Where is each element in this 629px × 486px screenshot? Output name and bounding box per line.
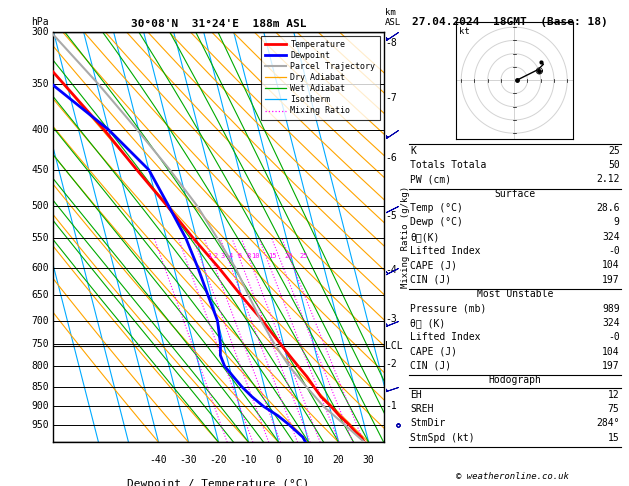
Text: -5: -5 bbox=[386, 211, 397, 221]
Text: 324: 324 bbox=[602, 232, 620, 242]
Text: 25: 25 bbox=[299, 253, 308, 260]
Text: CAPE (J): CAPE (J) bbox=[410, 260, 457, 271]
Text: -1: -1 bbox=[386, 400, 397, 411]
Text: -8: -8 bbox=[386, 38, 397, 48]
Text: Lifted Index: Lifted Index bbox=[410, 246, 481, 256]
Text: 500: 500 bbox=[31, 201, 49, 211]
Text: 850: 850 bbox=[31, 382, 49, 392]
Text: CIN (J): CIN (J) bbox=[410, 361, 451, 371]
Text: -3: -3 bbox=[386, 314, 397, 324]
Text: StmDir: StmDir bbox=[410, 418, 445, 428]
Text: 700: 700 bbox=[31, 315, 49, 326]
Text: 27.04.2024  18GMT  (Base: 18): 27.04.2024 18GMT (Base: 18) bbox=[412, 17, 608, 27]
Text: 12: 12 bbox=[608, 389, 620, 399]
Text: hPa: hPa bbox=[31, 17, 49, 28]
Text: -7: -7 bbox=[386, 93, 397, 104]
Text: 9: 9 bbox=[614, 217, 620, 227]
Text: SREH: SREH bbox=[410, 404, 433, 414]
Text: K: K bbox=[410, 146, 416, 156]
Text: Totals Totala: Totals Totala bbox=[410, 160, 486, 170]
Text: 950: 950 bbox=[31, 420, 49, 430]
Text: 324: 324 bbox=[602, 318, 620, 328]
Text: Lifted Index: Lifted Index bbox=[410, 332, 481, 342]
Text: km
ASL: km ASL bbox=[386, 8, 401, 28]
Text: 75: 75 bbox=[608, 404, 620, 414]
Text: LCL: LCL bbox=[386, 341, 403, 351]
Text: -0: -0 bbox=[608, 246, 620, 256]
Text: θᴇ (K): θᴇ (K) bbox=[410, 318, 445, 328]
Text: 800: 800 bbox=[31, 361, 49, 371]
Text: EH: EH bbox=[410, 389, 422, 399]
Text: 104: 104 bbox=[602, 260, 620, 271]
Text: PW (cm): PW (cm) bbox=[410, 174, 451, 185]
Text: 15: 15 bbox=[608, 433, 620, 443]
Text: 6: 6 bbox=[237, 253, 242, 260]
Text: -6: -6 bbox=[386, 153, 397, 163]
Text: 30: 30 bbox=[363, 454, 374, 465]
Text: 284°: 284° bbox=[596, 418, 620, 428]
Text: -2: -2 bbox=[386, 359, 397, 369]
Text: -4: -4 bbox=[386, 265, 397, 275]
Text: -20: -20 bbox=[209, 454, 228, 465]
Text: θᴇ(K): θᴇ(K) bbox=[410, 232, 440, 242]
Text: 600: 600 bbox=[31, 263, 49, 273]
Text: -40: -40 bbox=[150, 454, 167, 465]
Text: Hodograph: Hodograph bbox=[488, 375, 542, 385]
Text: Temp (°C): Temp (°C) bbox=[410, 203, 463, 213]
Text: 50: 50 bbox=[608, 160, 620, 170]
Text: 750: 750 bbox=[31, 339, 49, 349]
Text: StmSpd (kt): StmSpd (kt) bbox=[410, 433, 475, 443]
Text: 15: 15 bbox=[268, 253, 277, 260]
Text: 900: 900 bbox=[31, 401, 49, 411]
Text: 4: 4 bbox=[228, 253, 233, 260]
Text: 104: 104 bbox=[602, 347, 620, 357]
Text: 20: 20 bbox=[284, 253, 293, 260]
Text: 450: 450 bbox=[31, 165, 49, 175]
Text: Most Unstable: Most Unstable bbox=[477, 289, 553, 299]
Text: 10: 10 bbox=[303, 454, 314, 465]
Text: 2.12: 2.12 bbox=[596, 174, 620, 185]
Text: -0: -0 bbox=[608, 332, 620, 342]
Text: 28.6: 28.6 bbox=[596, 203, 620, 213]
Text: 989: 989 bbox=[602, 303, 620, 313]
Text: CAPE (J): CAPE (J) bbox=[410, 347, 457, 357]
Text: 400: 400 bbox=[31, 125, 49, 135]
Text: 300: 300 bbox=[31, 27, 49, 36]
Legend: Temperature, Dewpoint, Parcel Trajectory, Dry Adiabat, Wet Adiabat, Isotherm, Mi: Temperature, Dewpoint, Parcel Trajectory… bbox=[261, 36, 379, 120]
Text: CIN (J): CIN (J) bbox=[410, 275, 451, 285]
Text: 25: 25 bbox=[608, 146, 620, 156]
Text: 20: 20 bbox=[333, 454, 345, 465]
Text: 650: 650 bbox=[31, 290, 49, 300]
Title: 30°08'N  31°24'E  188m ASL: 30°08'N 31°24'E 188m ASL bbox=[131, 19, 306, 30]
Text: 8: 8 bbox=[246, 253, 250, 260]
Text: 1: 1 bbox=[207, 253, 211, 260]
Text: Dewpoint / Temperature (°C): Dewpoint / Temperature (°C) bbox=[128, 479, 309, 486]
Text: Mixing Ratio (g/kg): Mixing Ratio (g/kg) bbox=[401, 186, 409, 288]
Text: 350: 350 bbox=[31, 79, 49, 89]
Text: Pressure (mb): Pressure (mb) bbox=[410, 303, 486, 313]
Text: 197: 197 bbox=[602, 361, 620, 371]
Text: Surface: Surface bbox=[494, 189, 535, 199]
Text: 2: 2 bbox=[213, 253, 218, 260]
Text: 0: 0 bbox=[276, 454, 282, 465]
Text: 550: 550 bbox=[31, 233, 49, 243]
Text: kt: kt bbox=[459, 27, 469, 36]
Text: Dewp (°C): Dewp (°C) bbox=[410, 217, 463, 227]
Text: -10: -10 bbox=[240, 454, 257, 465]
Text: © weatheronline.co.uk: © weatheronline.co.uk bbox=[456, 472, 569, 481]
Text: 197: 197 bbox=[602, 275, 620, 285]
Text: -30: -30 bbox=[180, 454, 198, 465]
Text: 10: 10 bbox=[252, 253, 260, 260]
Text: 3: 3 bbox=[221, 253, 225, 260]
